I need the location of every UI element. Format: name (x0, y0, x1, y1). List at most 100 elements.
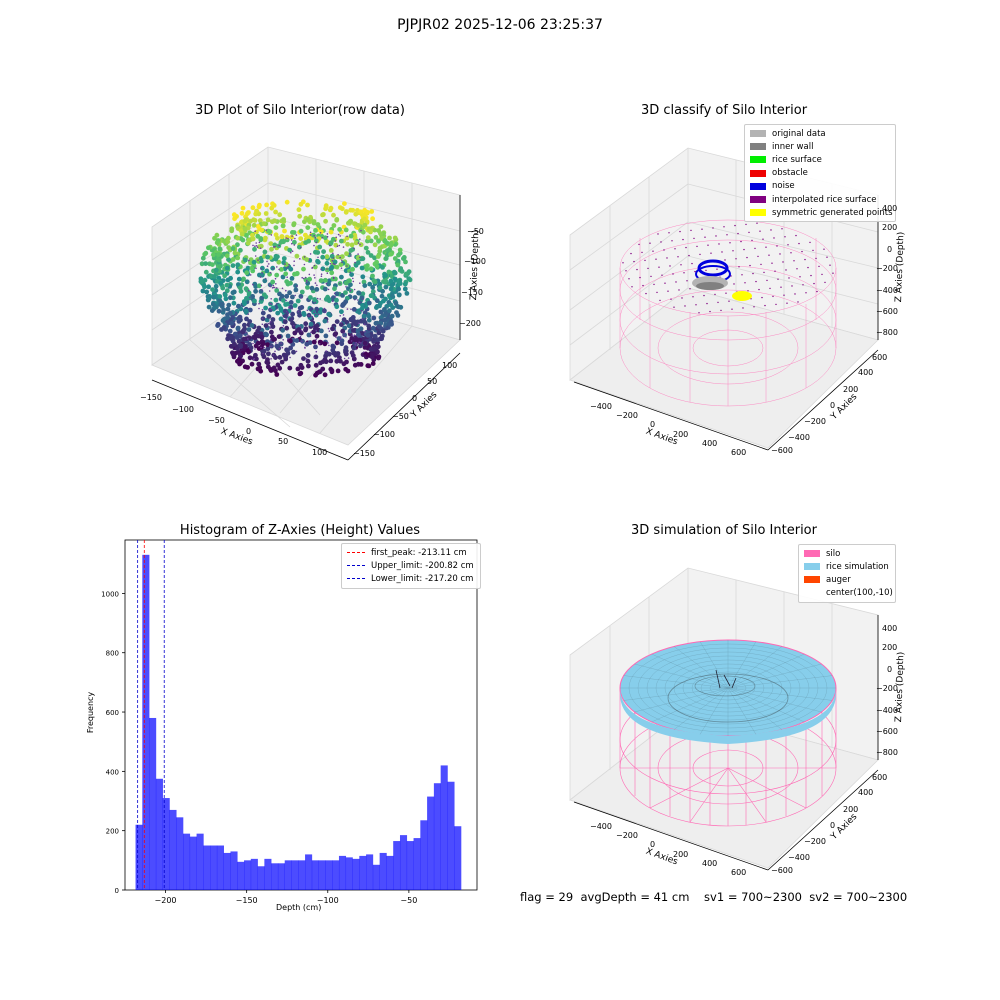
histogram-bar (332, 860, 340, 890)
raw-ytick: 50 (427, 377, 438, 386)
legend-label: noise (772, 181, 795, 192)
legend-label: symmetric generated points (772, 207, 893, 218)
histogram-title: Histogram of Z-Axies (Height) Values (179, 523, 421, 538)
sim-xtick: 400 (702, 859, 718, 868)
histogram-bar (162, 798, 170, 890)
sim-xtick: 600 (731, 868, 747, 877)
raw-3d-plot (151, 146, 461, 461)
classify-zlabel: Z Axies (Depth) (894, 231, 907, 303)
status-footer: flag = 29 avgDepth = 41 cm sv1 = 700~230… (520, 890, 908, 904)
sim-xtick: −200 (616, 831, 638, 840)
histogram-bar (366, 854, 374, 890)
histogram-bar (149, 717, 157, 890)
histogram-xticks: −200 −150 −100 −50 (155, 890, 417, 905)
figure-title: PJPJR02 2025-12-06 23:25:37 (397, 17, 603, 33)
sim-ztick: 400 (882, 624, 898, 633)
classify-xtick: −200 (616, 411, 638, 420)
histogram-xtick-label: −200 (155, 896, 177, 905)
histogram-bar (420, 820, 428, 890)
classify-ztick: 400 (882, 204, 898, 213)
histogram-bar (318, 860, 326, 890)
histogram-bar (142, 554, 150, 890)
classify-ztick: 200 (882, 223, 898, 232)
histogram-bar (298, 860, 306, 890)
histogram-bar (196, 833, 204, 890)
histogram-ytick-label: 200 (106, 828, 119, 836)
auger-marker (715, 669, 737, 689)
classify-ztick: −800 (876, 328, 898, 337)
histogram-bar (386, 855, 394, 890)
classify-ztick: −400 (876, 286, 898, 295)
histogram-bar (223, 852, 231, 890)
simulation-axis-lines (573, 615, 879, 871)
classify-ytick: 200 (843, 385, 859, 394)
legend-swatch (750, 156, 766, 164)
legend-label: Lower_limit: -217.20 cm (371, 573, 474, 584)
sim-ytick: −400 (788, 853, 810, 862)
sim-zlabel: Z Axies (Depth) (894, 651, 907, 723)
histogram-bars (135, 554, 462, 890)
legend-line-sample (347, 565, 365, 567)
histogram-bar (257, 866, 265, 890)
classify-ytick: −200 (804, 417, 826, 426)
histogram-bar (216, 845, 224, 890)
classify-xtick: −400 (590, 402, 612, 411)
histogram-bar (155, 778, 163, 890)
histogram-bar (203, 845, 211, 890)
raw-ytick: 0 (412, 394, 418, 403)
histogram-bar (406, 841, 414, 890)
histogram-bar (338, 855, 347, 890)
histogram-bar (305, 854, 313, 890)
sim-ztick: −600 (876, 727, 898, 736)
histogram-bar (359, 855, 367, 890)
legend-label: rice surface (772, 154, 822, 165)
sim-ytick: −200 (804, 837, 826, 846)
classify-legend: original data inner wall rice surface ob… (744, 124, 896, 223)
histogram-bar (271, 863, 279, 890)
legend-label: interpolated rice surface (772, 194, 877, 205)
histogram-ytick-label: 400 (106, 768, 119, 776)
legend-swatch (750, 209, 766, 217)
histogram-ytick-label: 0 (115, 887, 119, 895)
sim-ytick: −600 (771, 866, 793, 875)
histogram-legend: first_peak: -213.11 cm Upper_limit: -200… (341, 543, 481, 589)
legend-swatch (750, 130, 766, 138)
histogram-bar (277, 863, 286, 890)
classify-ztick: 0 (887, 245, 893, 254)
raw-ytick: −150 (353, 449, 375, 458)
legend-swatch (804, 550, 820, 558)
legend-label: Upper_limit: -200.82 cm (371, 560, 474, 571)
legend-label: auger (826, 574, 851, 585)
raw-ztick: −200 (459, 319, 481, 328)
histogram-xtick-label: −150 (236, 896, 258, 905)
histogram-bar (447, 781, 455, 890)
sim-ztick: −400 (876, 706, 898, 715)
legend-swatch (750, 182, 766, 190)
classify-ztick: −600 (876, 307, 898, 316)
legend-swatch (804, 563, 820, 571)
sim-ytick: 600 (872, 773, 888, 782)
histogram-ytick-label: 600 (106, 709, 119, 717)
simulation-legend: silo rice simulation auger center(100,-1… (798, 544, 896, 603)
histogram-ylabel: Frequency (86, 691, 96, 734)
histogram-bar (427, 796, 435, 890)
interpolated-surface-points (622, 222, 834, 314)
raw-ytick: −100 (373, 430, 395, 439)
histogram-bar (250, 858, 258, 890)
raw-xtick: −50 (208, 416, 225, 425)
sim-ztick: 200 (882, 643, 898, 652)
legend-line-sample (347, 578, 365, 580)
legend-label: rice simulation (826, 561, 889, 572)
raw-xtick: 50 (278, 437, 289, 446)
classify-xtick: 200 (673, 430, 689, 439)
sim-xtick: 0 (650, 840, 656, 849)
raw-ztick: −100 (464, 257, 486, 266)
noise-cluster (692, 259, 731, 290)
sim-xtick: 200 (673, 850, 689, 859)
legend-swatch (750, 143, 766, 151)
histogram-yticks: 0 200 400 600 800 1000 (101, 590, 125, 895)
raw-ytick: −50 (392, 412, 409, 421)
legend-label: silo (826, 548, 841, 559)
histogram-bar (399, 835, 408, 890)
histogram-bar (393, 841, 401, 890)
